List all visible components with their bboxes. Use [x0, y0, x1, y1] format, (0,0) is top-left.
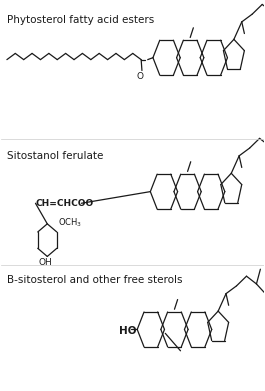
Text: HO: HO — [120, 326, 137, 336]
Text: CH=CHCOO: CH=CHCOO — [36, 199, 94, 208]
Text: OCH$_3$: OCH$_3$ — [58, 216, 82, 229]
Text: Sitostanol ferulate: Sitostanol ferulate — [7, 151, 103, 161]
Text: OH: OH — [39, 258, 53, 267]
Text: Phytosterol fatty acid esters: Phytosterol fatty acid esters — [7, 15, 154, 25]
Text: B-sitosterol and other free sterols: B-sitosterol and other free sterols — [7, 275, 182, 285]
Text: O: O — [137, 72, 144, 81]
